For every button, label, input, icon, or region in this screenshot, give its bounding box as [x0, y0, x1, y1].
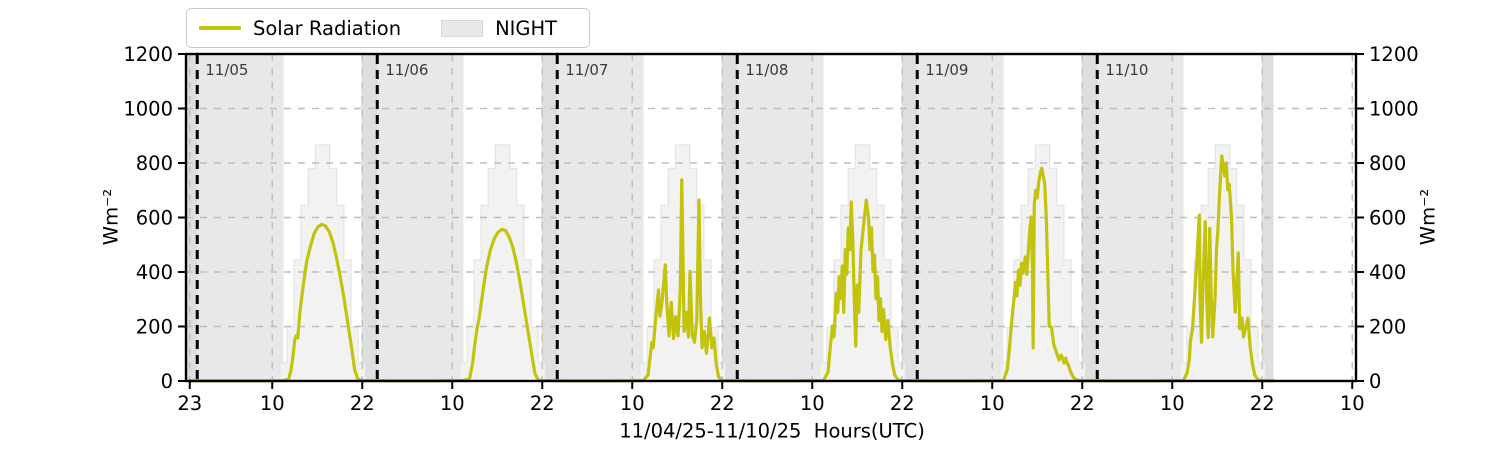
clear-sky-steps [819, 144, 906, 382]
y-tick-label: 0 [161, 370, 173, 393]
y-tick-label: 1200 [1369, 43, 1419, 66]
x-tick-label: 22 [530, 392, 555, 415]
day-boundary-date-label: 11/09 [925, 61, 968, 79]
y-axis-label-left: Wm⁻² [99, 188, 123, 246]
day-boundary-date-label: 11/10 [1105, 61, 1148, 79]
x-tick-label: 10 [800, 392, 825, 415]
day-boundary-lines: 11/05 11/06 11/07 11/08 11/09 11/10 [195, 55, 1148, 380]
x-tick-label: 10 [1340, 392, 1365, 415]
x-tick-label: 22 [350, 392, 375, 415]
x-tick-label: 10 [260, 392, 285, 415]
solar-radiation-series [188, 154, 1276, 383]
legend-item-solar-radiation: Solar Radiation [199, 17, 401, 40]
y-tick-label: 800 [136, 152, 173, 175]
day-boundary-date-label: 11/05 [205, 61, 248, 79]
legend-item-night: NIGHT [441, 17, 557, 40]
y-tick-label: 0 [1369, 370, 1381, 393]
night-band-overlap [541, 54, 558, 381]
y-tick-label: 400 [136, 261, 173, 284]
day-boundary-date-label: 11/06 [385, 61, 428, 79]
clear-sky-steps [459, 144, 546, 382]
y-tick-label: 1000 [1369, 98, 1419, 121]
clear-sky-steps [999, 144, 1086, 382]
night-patch-swatch [441, 19, 484, 37]
y-tick-label: 1000 [123, 98, 173, 121]
legend-label-solar-radiation: Solar Radiation [253, 16, 402, 40]
x-tick-label: 10 [1160, 392, 1185, 415]
gridlines [186, 54, 1356, 381]
x-tick-label: 22 [1070, 392, 1095, 415]
y-axis-left: 0 200 400 600 800 1000 1200 [123, 43, 186, 393]
y-tick-label: 600 [1369, 207, 1406, 230]
x-tick-label: 10 [980, 392, 1005, 415]
x-axis: 23 10 22 10 22 10 22 10 22 10 22 10 22 10 [177, 381, 1365, 415]
solar-radiation-line [188, 154, 1276, 383]
solar-radiation-line-swatch [199, 26, 241, 30]
clear-sky-steps [1179, 144, 1266, 382]
x-tick-label: 22 [710, 392, 735, 415]
legend-label-night: NIGHT [495, 16, 558, 40]
y-tick-label: 400 [1369, 261, 1406, 284]
x-tick-label: 10 [620, 392, 645, 415]
y-tick-label: 800 [1369, 152, 1406, 175]
y-tick-label: 1200 [123, 43, 173, 66]
night-band-overlap [901, 54, 918, 381]
y-axis-label-right: Wm⁻² [1416, 188, 1440, 246]
x-tick-label: 22 [1250, 392, 1275, 415]
legend: Solar Radiation NIGHT [186, 8, 590, 48]
x-tick-label: 23 [177, 392, 202, 415]
y-tick-label: 600 [136, 207, 173, 230]
x-tick-label: 22 [890, 392, 915, 415]
y-axis-right: 0 200 400 600 800 1000 1200 [1356, 43, 1419, 393]
day-boundary-date-label: 11/07 [565, 61, 608, 79]
night-band-overlap [721, 54, 738, 381]
day-boundary-date-label: 11/08 [745, 61, 788, 79]
x-tick-label: 10 [440, 392, 465, 415]
y-tick-label: 200 [1369, 316, 1406, 339]
x-axis-label: 11/04/25-11/10/25 Hours(UTC) [619, 419, 925, 443]
y-tick-label: 200 [136, 316, 173, 339]
night-band-overlap [1081, 54, 1098, 381]
